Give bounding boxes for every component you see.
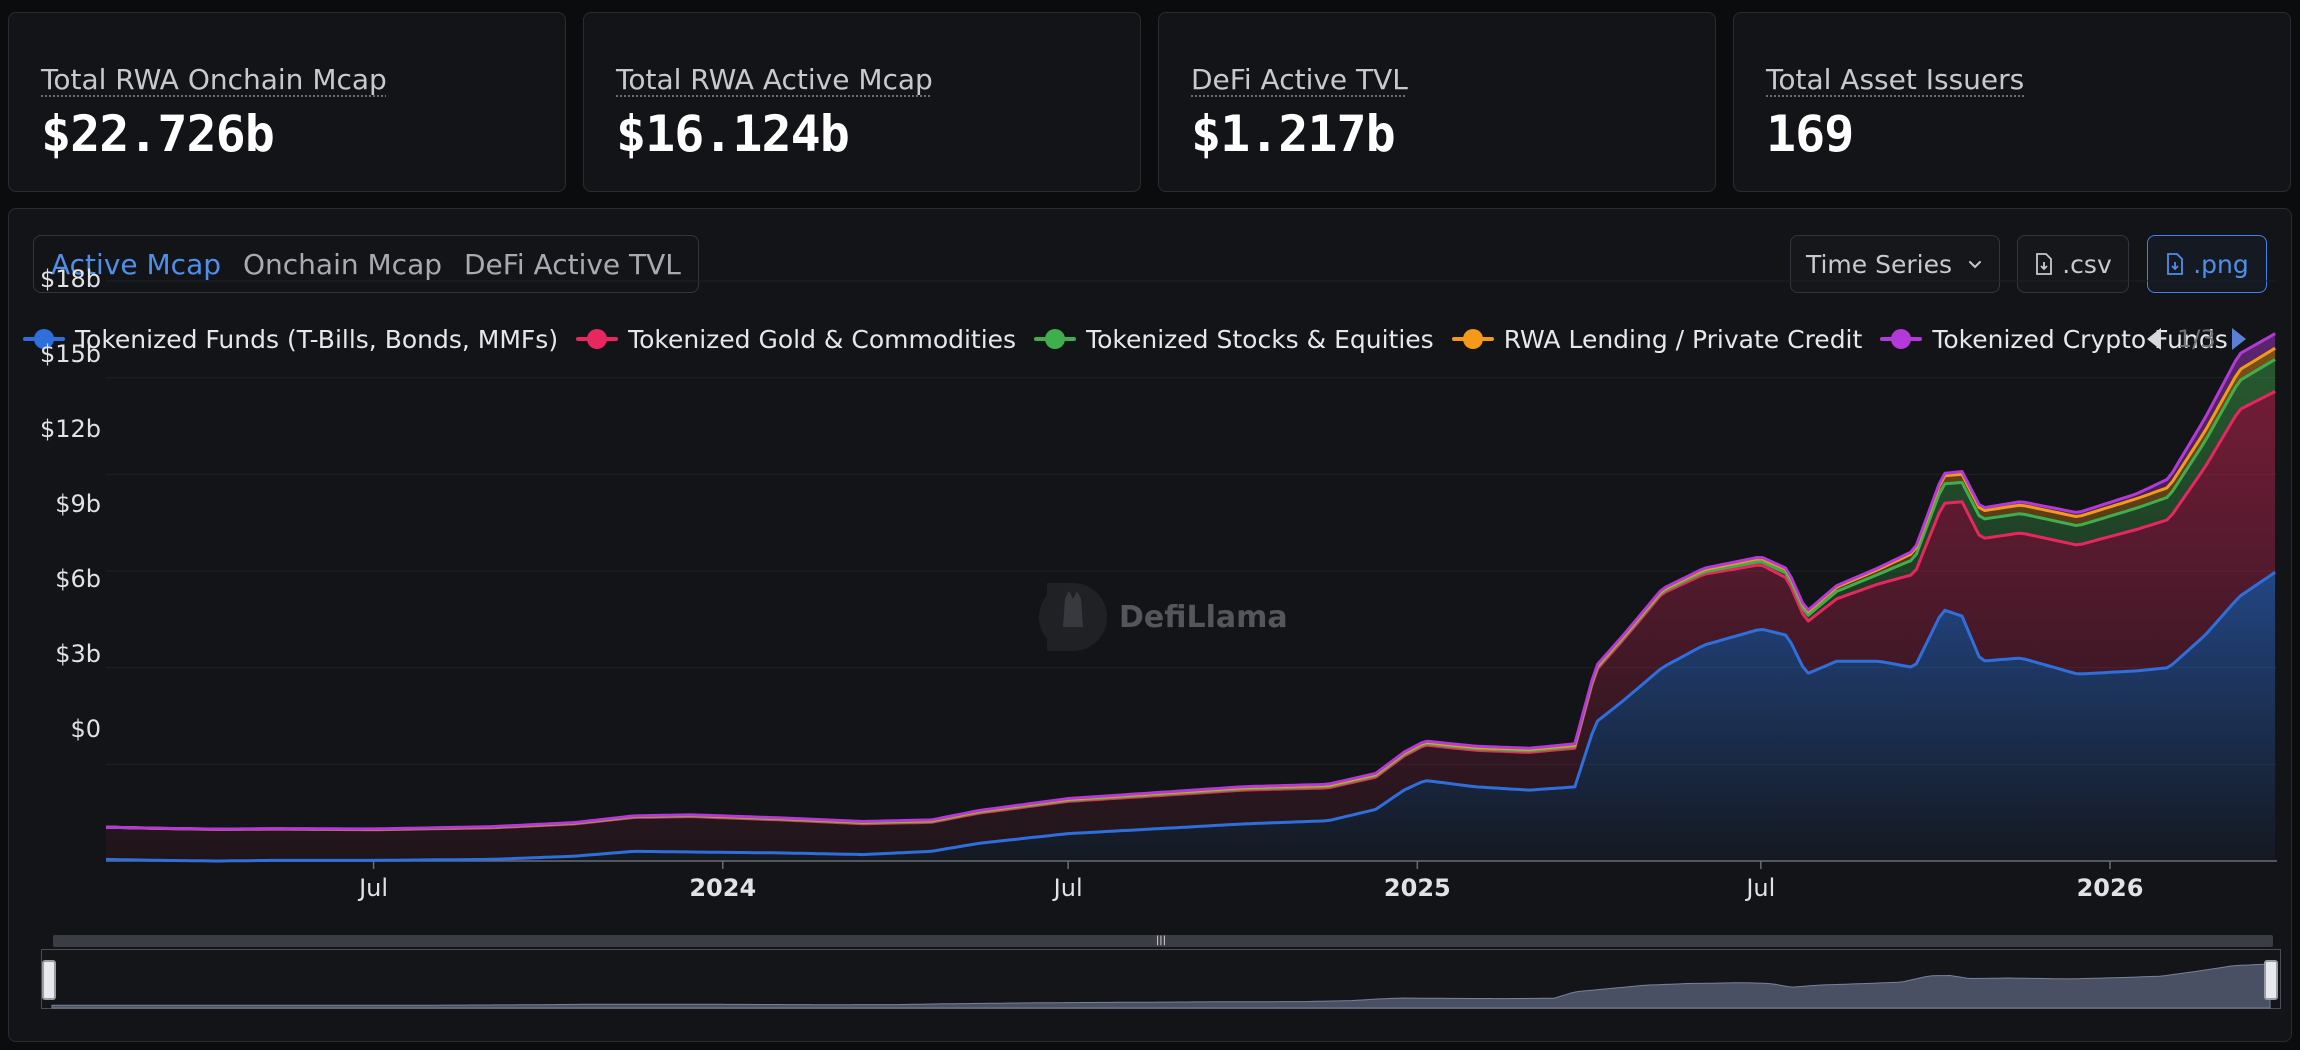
view-select[interactable]: Time Series [1790, 235, 2000, 293]
y-tick-label: $0 [70, 715, 101, 743]
png-label: .png [2193, 249, 2249, 279]
defillama-watermark: DefiLlama [1037, 577, 1288, 657]
tab-onchain-mcap[interactable]: Onchain Mcap [243, 247, 442, 281]
legend-label: Tokenized Crypto Funds [1932, 324, 2228, 354]
overview-sparkline [51, 963, 2271, 1009]
stat-value: $22.726b [41, 105, 275, 163]
y-tick-label: $6b [55, 565, 101, 593]
legend-swatch [576, 327, 619, 351]
series-area [106, 572, 2276, 861]
y-tick-label: $15b [39, 340, 101, 368]
stat-label[interactable]: Total RWA Active Mcap [616, 63, 933, 96]
series-line [105, 332, 2276, 831]
file-download-icon [2036, 253, 2053, 275]
legend-pager: 1/3 [2143, 319, 2250, 359]
zoom-overview[interactable] [41, 949, 2281, 1009]
series-area [106, 391, 2276, 861]
zoom-slider-track[interactable]: ||| [53, 935, 2273, 947]
legend-swatch [23, 327, 65, 351]
tab-active-mcap[interactable]: Active Mcap [51, 247, 221, 281]
stat-value: $1.217b [1191, 105, 1396, 163]
png-download-button[interactable]: .png [2147, 235, 2267, 293]
csv-download-button[interactable]: .csv [2017, 235, 2129, 293]
stat-value: 169 [1766, 105, 1854, 163]
x-tick-label: 2024 [689, 874, 757, 902]
legend-swatch [1451, 327, 1494, 351]
legend-swatch [1880, 327, 1923, 351]
drag-grip-icon[interactable]: ||| [1155, 935, 1167, 946]
stat-label[interactable]: DeFi Active TVL [1191, 63, 1408, 96]
file-image-icon [2167, 253, 2184, 275]
x-tick-label: 2026 [2076, 874, 2144, 902]
prev-page-icon[interactable] [2143, 326, 2165, 352]
watermark-text: DefiLlama [1119, 599, 1288, 635]
legend-item-tokenized-crypto-funds[interactable]: Tokenized Crypto Funds [1880, 324, 2228, 354]
overview-area [51, 963, 2271, 1009]
series-line [105, 571, 2276, 863]
x-tick-label: Jul [359, 874, 389, 902]
stat-card-active-mcap: Total RWA Active Mcap $16.124b [583, 12, 1141, 192]
stat-card-asset-issuers: Total Asset Issuers 169 [1733, 12, 2291, 192]
chart-panel: Active Mcap Onchain Mcap DeFi Active TVL… [8, 208, 2292, 1042]
y-tick-label: $3b [55, 640, 101, 668]
stat-label[interactable]: Total RWA Onchain Mcap [41, 63, 387, 96]
legend-item-rwa-lending[interactable]: RWA Lending / Private Credit [1451, 324, 1863, 354]
chart-legend: Tokenized Funds (T-Bills, Bonds, MMFs) T… [23, 319, 2246, 359]
legend-label: Tokenized Gold & Commodities [628, 324, 1017, 354]
stat-card-defi-active-tvl: DeFi Active TVL $1.217b [1158, 12, 1716, 192]
legend-page-indicator: 1/3 [2177, 325, 2216, 353]
legend-swatch [1034, 327, 1077, 351]
x-tick-label: Jul [1053, 874, 1083, 902]
legend-item-tokenized-gold[interactable]: Tokenized Gold & Commodities [576, 325, 1016, 354]
stacked-area-chart[interactable] [9, 209, 2293, 1043]
stat-value: $16.124b [616, 105, 850, 163]
stat-label[interactable]: Total Asset Issuers [1766, 63, 2025, 96]
y-tick-label: $9b [55, 490, 101, 518]
series-area [106, 359, 2276, 830]
next-page-icon[interactable] [2228, 326, 2250, 352]
y-tick-label: $18b [39, 265, 101, 293]
x-tick-label: Jul [1746, 874, 1776, 902]
legend-item-tokenized-stocks[interactable]: Tokenized Stocks & Equities [1034, 325, 1434, 354]
legend-item-tokenized-funds[interactable]: Tokenized Funds (T-Bills, Bonds, MMFs) [23, 325, 558, 354]
stat-card-onchain-mcap: Total RWA Onchain Mcap $22.726b [8, 12, 566, 192]
tab-defi-active-tvl[interactable]: DeFi Active TVL [464, 247, 681, 281]
llama-logo-icon [1039, 583, 1107, 651]
metric-tabs: Active Mcap Onchain Mcap DeFi Active TVL [33, 235, 699, 293]
x-tick-label: 2025 [1383, 874, 1451, 902]
chevron-down-icon [1969, 261, 1981, 269]
zoom-handle-left[interactable] [42, 960, 56, 1000]
legend-label: RWA Lending / Private Credit [1503, 324, 1863, 354]
y-tick-label: $12b [39, 415, 101, 443]
view-select-label: Time Series [1805, 249, 1952, 279]
legend-label: Tokenized Stocks & Equities [1086, 324, 1434, 354]
csv-label: .csv [2062, 249, 2112, 279]
legend-label: Tokenized Funds (T-Bills, Bonds, MMFs) [75, 324, 559, 354]
zoom-handle-right[interactable] [2264, 960, 2278, 1000]
